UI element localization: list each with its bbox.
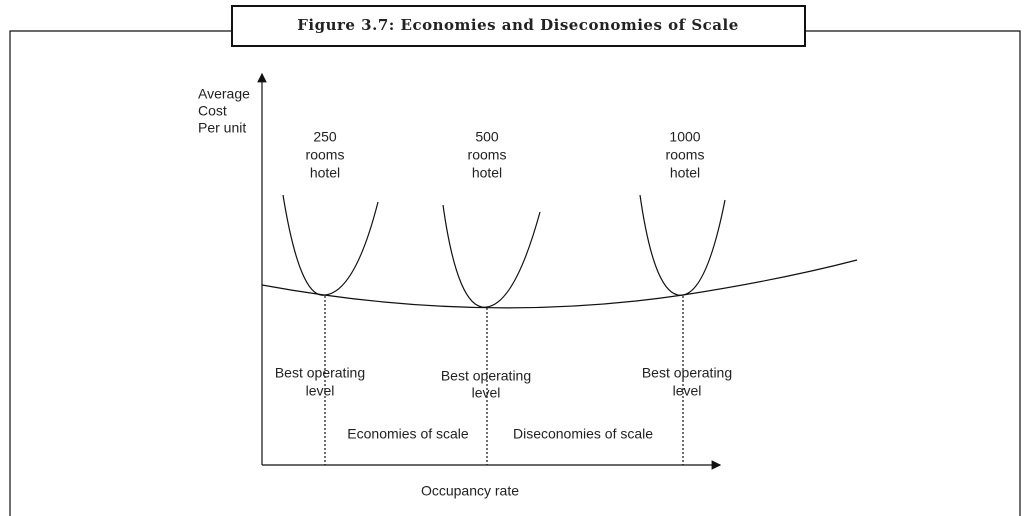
- curve-label: hotel: [310, 165, 340, 181]
- frame: [9, 5, 1021, 516]
- operating-label: level: [472, 385, 501, 401]
- curve-label: rooms: [306, 147, 345, 163]
- operating-label: level: [306, 383, 335, 399]
- short-run-cost-curve: [282, 194, 379, 296]
- short-run-cost-curve: [442, 204, 541, 308]
- curve-label: hotel: [670, 165, 700, 181]
- long-run-cost-curve: [261, 259, 858, 309]
- short-run-cost-curve: [639, 194, 726, 296]
- region-label: Economies of scale: [347, 426, 469, 442]
- y-axis-label-line: Per unit: [198, 120, 246, 136]
- figure-title: Figure 3.7: Economies and Diseconomies o…: [297, 16, 739, 34]
- region-label: Diseconomies of scale: [513, 426, 653, 442]
- y-axis-label: Average Cost Per unit: [198, 86, 250, 136]
- x-axis-label: Occupancy rate: [421, 483, 519, 499]
- curve-label: hotel: [472, 165, 502, 181]
- curve-label: rooms: [468, 147, 507, 163]
- curve-label: rooms: [666, 147, 705, 163]
- curve-label: 1000: [669, 129, 700, 145]
- operating-label: Best operating: [441, 368, 531, 384]
- operating-label: Best operating: [275, 365, 365, 381]
- operating-label: level: [673, 383, 702, 399]
- operating-label: Best operating: [642, 365, 732, 381]
- curve-label: 250: [313, 129, 337, 145]
- curve-label: 500: [475, 129, 499, 145]
- y-axis-label-line: Average: [198, 86, 250, 102]
- y-axis-label-line: Cost: [198, 103, 227, 119]
